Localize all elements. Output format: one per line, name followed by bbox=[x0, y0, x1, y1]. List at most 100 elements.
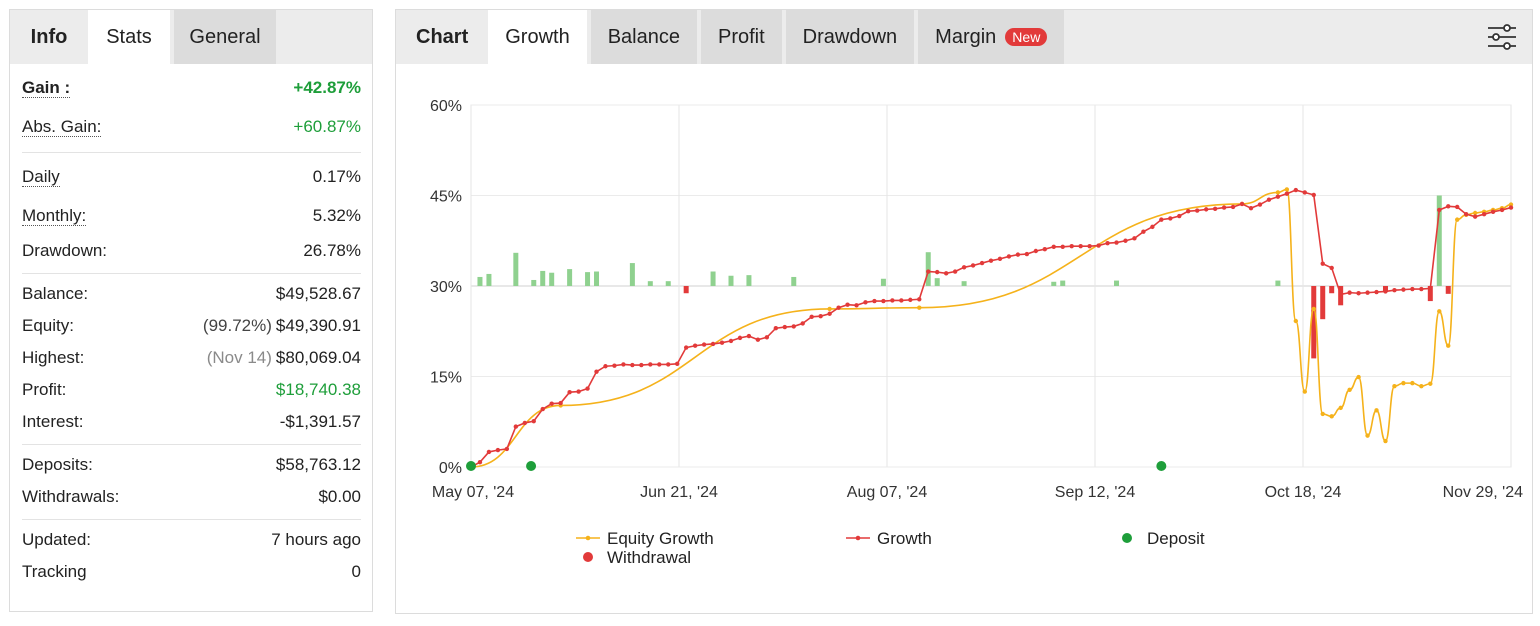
growth-point bbox=[728, 338, 734, 344]
profit-label: Profit: bbox=[22, 380, 67, 399]
change-bar bbox=[486, 273, 492, 286]
growth-point bbox=[1203, 207, 1209, 212]
growth-point bbox=[809, 314, 814, 319]
growth-point bbox=[791, 324, 796, 329]
growth-point bbox=[576, 389, 581, 394]
growth-point bbox=[603, 364, 608, 369]
equity-point bbox=[1437, 309, 1442, 314]
gain-row: Gain : +42.87% bbox=[22, 68, 361, 107]
growth-point bbox=[1159, 217, 1164, 222]
growth-point bbox=[1060, 244, 1065, 249]
monthly-label[interactable]: Monthly: bbox=[22, 205, 87, 226]
y-tick-label: 30% bbox=[430, 279, 462, 296]
equity-point bbox=[1383, 438, 1388, 444]
growth-chart: 60% 45% 30% 15% 0% May 07, '24 Jun 21, '24 Aug … bbox=[430, 98, 1524, 567]
growth-point bbox=[1033, 248, 1039, 254]
equity-value-wrap: (99.72%) $49,390.91 bbox=[203, 316, 361, 336]
growth-point bbox=[701, 342, 707, 347]
x-tick-label: Oct 18, '24 bbox=[1265, 484, 1342, 501]
equity-point bbox=[827, 306, 832, 312]
change-bar bbox=[567, 269, 573, 286]
change-bar bbox=[961, 281, 967, 286]
change-bar bbox=[513, 252, 519, 286]
change-bar bbox=[683, 286, 689, 294]
tab-balance[interactable]: Balance bbox=[590, 10, 697, 64]
growth-point bbox=[737, 335, 743, 341]
change-bar bbox=[647, 281, 653, 286]
growth-point bbox=[1490, 209, 1496, 214]
growth-point bbox=[1365, 290, 1370, 295]
growth-point bbox=[961, 265, 967, 270]
tab-margin[interactable]: Margin New bbox=[918, 10, 1065, 64]
growth-point bbox=[952, 269, 958, 274]
growth-point bbox=[1302, 190, 1307, 195]
balance-label: Balance: bbox=[22, 284, 89, 303]
growth-point bbox=[1338, 292, 1343, 297]
rate-group: Daily 0.17% Monthly: 5.32% Drawdown: 26.… bbox=[22, 153, 361, 274]
highest-value-wrap: (Nov 14) $80,069.04 bbox=[207, 348, 361, 368]
x-tick-label: Nov 29, '24 bbox=[1443, 484, 1524, 501]
tab-stats[interactable]: Stats bbox=[88, 10, 170, 64]
growth-point bbox=[1311, 192, 1316, 198]
legend-withdrawal-dot bbox=[583, 552, 593, 562]
growth-point bbox=[1239, 201, 1245, 207]
gain-group: Gain : +42.87% Abs. Gain: +60.87% bbox=[22, 64, 361, 153]
tab-growth[interactable]: Growth bbox=[488, 10, 587, 64]
equity-point bbox=[1392, 383, 1397, 389]
highest-row: Highest: (Nov 14) $80,069.04 bbox=[22, 342, 361, 374]
tab-drawdown[interactable]: Drawdown bbox=[785, 10, 915, 64]
growth-point bbox=[639, 362, 644, 368]
growth-point bbox=[881, 298, 886, 304]
change-bar bbox=[925, 252, 931, 286]
growth-point bbox=[1472, 214, 1478, 219]
growth-point bbox=[675, 361, 680, 367]
sliders-icon[interactable] bbox=[1486, 21, 1518, 53]
growth-point bbox=[1293, 187, 1299, 193]
growth-point bbox=[1096, 243, 1101, 248]
growth-point bbox=[1042, 246, 1047, 252]
equity-point bbox=[1374, 408, 1379, 413]
interest-row: Interest: -$1,391.57 bbox=[22, 406, 361, 438]
growth-point bbox=[1195, 208, 1200, 213]
growth-point bbox=[1329, 265, 1334, 271]
gain-label[interactable]: Gain : bbox=[22, 77, 71, 98]
growth-point bbox=[594, 369, 599, 374]
abs-gain-label[interactable]: Abs. Gain: bbox=[22, 116, 102, 137]
growth-point bbox=[1508, 205, 1514, 210]
growth-point bbox=[1168, 216, 1173, 221]
tab-info[interactable]: Info bbox=[10, 10, 88, 64]
interest-label: Interest: bbox=[22, 412, 84, 431]
growth-point bbox=[486, 449, 492, 455]
drawdown-label: Drawdown: bbox=[22, 241, 108, 260]
growth-point bbox=[872, 298, 877, 304]
change-bar bbox=[791, 276, 797, 286]
growth-point bbox=[1455, 204, 1460, 210]
equity-point bbox=[1311, 306, 1316, 312]
growth-point bbox=[1463, 212, 1469, 217]
tab-general[interactable]: General bbox=[174, 10, 276, 64]
growth-point bbox=[513, 424, 519, 429]
equity-point bbox=[1356, 374, 1361, 380]
growth-point bbox=[863, 300, 868, 305]
change-bar bbox=[1320, 286, 1326, 320]
new-badge: New bbox=[1005, 28, 1048, 46]
growth-point bbox=[1419, 286, 1424, 292]
growth-point bbox=[854, 303, 859, 308]
tab-profit[interactable]: Profit bbox=[700, 10, 782, 64]
equity-percent: (99.72%) bbox=[202, 316, 272, 335]
deposits-row: Deposits: $58,763.12 bbox=[22, 449, 361, 481]
x-tick-label: May 07, '24 bbox=[432, 484, 514, 501]
equity-point bbox=[917, 305, 922, 310]
tab-chart[interactable]: Chart bbox=[396, 10, 489, 64]
growth-point bbox=[1401, 287, 1406, 292]
balance-row: Balance: $49,528.67 bbox=[22, 278, 361, 310]
growth-point bbox=[1105, 240, 1110, 246]
equity-label: Equity: bbox=[22, 316, 74, 335]
legend-growth-dot bbox=[855, 535, 861, 541]
legend-withdrawal-label: Withdrawal bbox=[607, 548, 691, 567]
daily-label[interactable]: Daily bbox=[22, 166, 60, 187]
change-bar bbox=[665, 281, 671, 286]
equity-point bbox=[1446, 343, 1451, 348]
withdrawals-value: $0.00 bbox=[318, 487, 361, 506]
tracking-value: 0 bbox=[351, 562, 361, 581]
